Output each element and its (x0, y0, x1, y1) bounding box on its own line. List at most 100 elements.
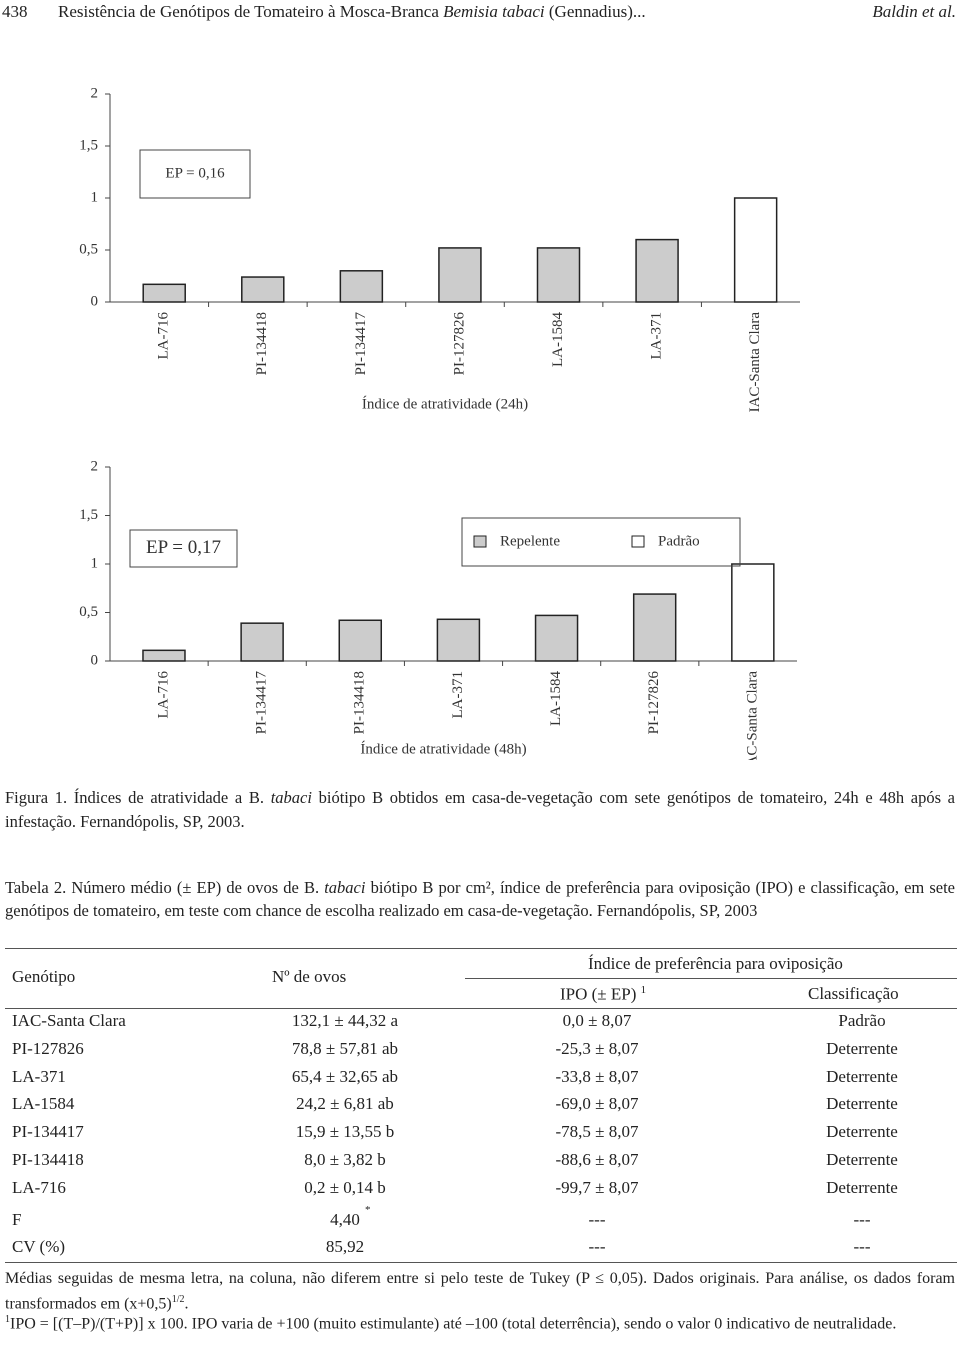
x-tick-label: LA-716 (156, 312, 172, 360)
note-part: 1 (5, 1314, 10, 1325)
bar (142, 283, 186, 303)
caption-part: tabaci (270, 788, 312, 807)
title-part: biótipo B por cm², índice de preferência… (5, 878, 955, 920)
footnote: 1IPO = [(T–P)/(T+P)] x 100. IPO varia de… (5, 1309, 955, 1335)
table-cell: Deterrente (826, 1122, 898, 1142)
bar (438, 247, 482, 303)
table-cell: 4,40 (330, 1209, 360, 1229)
running-title: Resistência de Genótipos de Tomateiro à … (58, 2, 646, 22)
bar (240, 622, 284, 662)
table-cell: 15,9 ± 13,55 b (295, 1122, 395, 1142)
x-tick-label: PI-127826 (646, 671, 662, 735)
bar (142, 649, 186, 662)
rule (5, 1262, 957, 1263)
x-tick-label: LA-1584 (550, 312, 566, 367)
table-cell: Deterrente (826, 1150, 898, 1169)
y-tick-label: 1 (91, 189, 99, 205)
title-part: Resistência de Genótipos de Tomateiro à … (58, 2, 444, 21)
legend-swatch (631, 535, 645, 548)
x-tick-label: PI-134417 (254, 671, 270, 735)
x-tick-label: LA-1584 (548, 671, 564, 726)
table-cell: PI-134417 (12, 1122, 84, 1142)
table-cell: F (12, 1209, 22, 1229)
x-tick-label: PI-134417 (353, 312, 369, 376)
annotation-box (139, 149, 251, 199)
y-tick-label: 1 (91, 555, 99, 571)
table-cell: 0,0 ± 8,07 (562, 1011, 632, 1030)
annotation: EP = 0,17 (146, 537, 221, 558)
bar (632, 593, 677, 662)
footnote: Médias seguidas de mesma letra, na colun… (5, 1268, 955, 1314)
bar (733, 197, 778, 303)
x-tick-label: PI-134418 (352, 671, 368, 734)
chart: 0 0,5 1 1,5 2 LA-716 PI-134418 PI-134417 PI-1278… (79, 85, 800, 413)
y-tick-label: 0 (91, 652, 99, 668)
legend-swatch (473, 535, 487, 548)
bar (731, 563, 775, 662)
legend-label: Padrão (658, 533, 700, 549)
bar (436, 618, 481, 662)
title-part: Bemisia tabaci (443, 2, 545, 21)
table-cell: --- (588, 1237, 606, 1257)
note-part: IPO = [(T–P)/(T+P)] x 100. IPO varia de … (10, 1315, 897, 1333)
y-tick-label: 0 (91, 293, 99, 309)
header-cell: Genótipo (12, 967, 76, 986)
table-cell: LA-1584 (12, 1094, 75, 1114)
table-cell: -33,8 ± 8,07 (555, 1066, 639, 1086)
x-tick-label: PI-134418 (254, 312, 270, 375)
table-cell: -88,6 ± 8,07 (555, 1150, 639, 1169)
annotation-box (129, 529, 238, 568)
x-tick-label: IAC-Santa Clara (747, 312, 763, 413)
header-cell: IPO (± EP) 1 (560, 984, 646, 1005)
bar (635, 238, 679, 303)
table-cell: 0,2 ± 0,14 b (304, 1177, 386, 1197)
title-part: (Gennadius)... (544, 2, 646, 21)
table-cell: Deterrente (826, 1094, 898, 1114)
table-cell: -69,0 ± 8,07 (555, 1094, 639, 1114)
table-cell: CV (%) (12, 1237, 66, 1257)
header-text: IPO (± EP) (560, 984, 637, 1004)
caption-part: biótipo B obtidos em casa-de-vegetação c… (5, 788, 955, 831)
legend-label: Repelente (500, 533, 560, 549)
figure-caption: Figura 1. Índices de atratividade a B. t… (5, 786, 955, 834)
header-cell: Nº de ovos (272, 967, 347, 986)
chart: 0 0,5 1 1,5 2 LA-716 PI-134417 PI-134418 LA-371 L… (79, 458, 797, 760)
bar (339, 270, 384, 303)
annotation: EP = 0,16 (165, 165, 225, 181)
note-part: 1/2 (171, 1294, 185, 1305)
x-tick-label: PI-127826 (451, 312, 467, 376)
bar (534, 614, 579, 662)
footnote-mark: * (365, 1203, 371, 1216)
note-part: Médias seguidas de mesma letra, na colun… (5, 1270, 955, 1313)
table-cell: Deterrente (826, 1177, 898, 1197)
bar (241, 276, 285, 303)
table-cell: --- (853, 1209, 871, 1229)
table-cell: LA-371 (12, 1066, 66, 1086)
table-cell: 85,92 (325, 1237, 365, 1257)
title-part: tabaci (324, 878, 366, 897)
legend-box (461, 517, 741, 567)
table-cell: Deterrente (826, 1038, 898, 1058)
rule (465, 978, 957, 979)
table-cell: 8,0 ± 3,82 b (304, 1150, 386, 1169)
table-cell: IAC-Santa Clara (12, 1011, 126, 1030)
table-cell: -25,3 ± 8,07 (555, 1038, 639, 1058)
caption-part: Figura 1. Índices de atratividade a B. (5, 788, 271, 807)
rule (5, 948, 957, 949)
table-cell: -99,7 ± 8,07 (555, 1177, 639, 1197)
x-axis-label: Índice de atratividade (48h) (360, 740, 526, 757)
page-number: 438 (2, 2, 28, 21)
table-cell: 24,2 ± 6,81 ab (296, 1094, 394, 1114)
y-tick-label: 1,5 (79, 507, 98, 523)
x-tick-label: LA-371 (649, 312, 665, 360)
footnote-mark: 1 (640, 984, 647, 996)
table-cell: Deterrente (826, 1066, 898, 1086)
bar (338, 619, 383, 662)
table-cell: Padrão (838, 1011, 886, 1030)
y-tick-label: 1,5 (79, 137, 98, 153)
rule (5, 1008, 957, 1009)
y-tick-label: 2 (91, 85, 99, 101)
header-cell: Classificação (808, 984, 899, 1003)
header-cell: Índice de preferência para oviposição (588, 954, 843, 973)
